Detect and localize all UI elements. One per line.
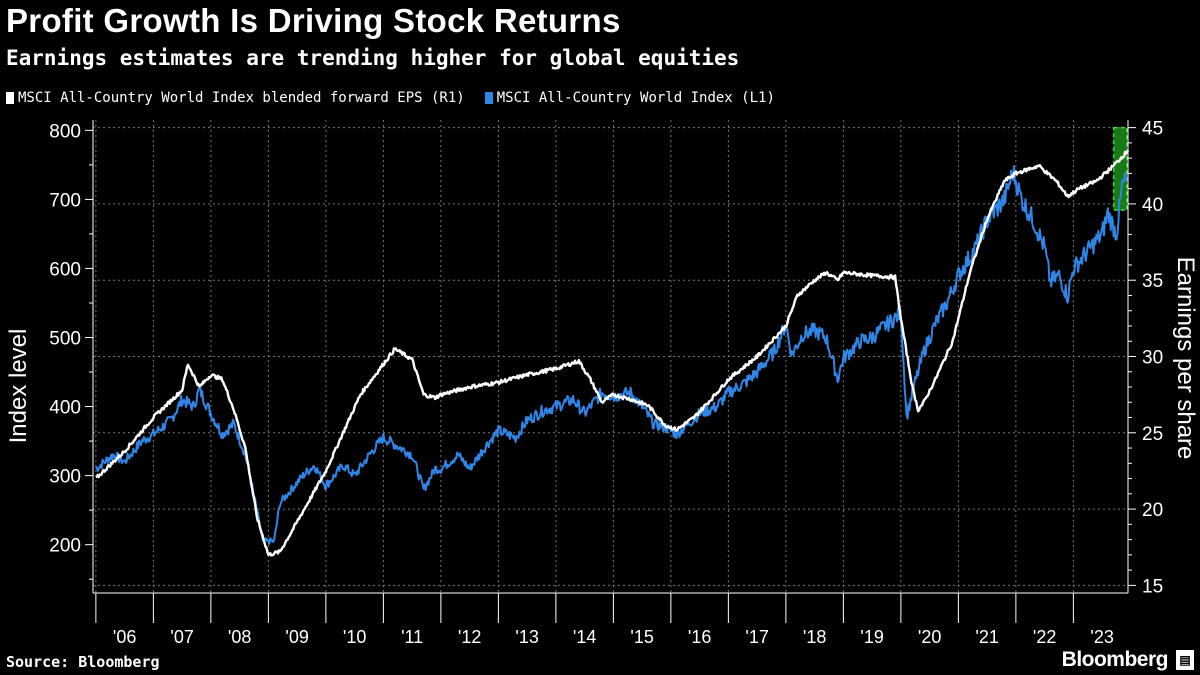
left-tick-label: 800 (49, 121, 81, 142)
left-tick-label: 300 (49, 467, 81, 488)
axes: 200 300 400 500 600 700 800 15 20 25 30 35 40 45 '06 '0… (49, 119, 1163, 647)
right-tick-label: 30 (1142, 348, 1163, 369)
legend-swatch-eps (6, 92, 14, 104)
x-tick-label: '16 (688, 627, 711, 647)
right-tick-label: 45 (1142, 119, 1163, 140)
x-tick-label: '20 (918, 627, 941, 647)
left-tick-label: 700 (49, 190, 81, 211)
series-line-index (95, 165, 1128, 545)
right-tick-label: 20 (1142, 500, 1163, 521)
brand-logo: Bloomberg (1061, 648, 1169, 671)
left-axis-label: Index level (5, 329, 32, 444)
chart-title: Profit Growth Is Driving Stock Returns (6, 2, 621, 39)
legend-swatch-index (484, 92, 493, 104)
x-tick-label: '21 (975, 627, 998, 647)
legend: MSCI All-Country World Index blended for… (6, 90, 775, 106)
x-tick-label: '15 (630, 627, 653, 647)
x-tick-label: '08 (228, 627, 251, 647)
left-tick-label: 200 (49, 536, 81, 557)
x-tick-label: '09 (285, 627, 308, 647)
x-tick-label: '11 (401, 627, 423, 647)
x-tick-label: '07 (170, 627, 193, 647)
left-tick-label: 500 (49, 329, 81, 350)
source-note: Source: Bloomberg (6, 653, 160, 671)
chart-subtitle: Earnings estimates are trending higher f… (6, 46, 740, 70)
legend-label-index: MSCI All-Country World Index (L1) (496, 90, 775, 106)
right-tick-label: 15 (1142, 576, 1163, 597)
series-lines (95, 149, 1130, 557)
x-tick-label: '14 (573, 627, 596, 647)
x-tick-label: '06 (113, 627, 136, 647)
left-tick-label: 600 (49, 259, 81, 280)
legend-item-index: MSCI All-Country World Index (L1) (484, 90, 775, 106)
x-tick-label: '18 (803, 627, 826, 647)
x-tick-label: '13 (515, 627, 538, 647)
x-tick-label: '10 (343, 627, 366, 647)
right-tick-label: 25 (1142, 424, 1163, 445)
series-line-eps (95, 149, 1130, 557)
x-tick-label: '22 (1033, 627, 1056, 647)
bloomberg-icon: ▤ (1176, 650, 1194, 670)
grid (93, 120, 1128, 593)
x-tick-label: '12 (458, 627, 481, 647)
legend-label-eps: MSCI All-Country World Index blended for… (18, 90, 465, 106)
x-tick-label: '17 (745, 627, 768, 647)
legend-item-eps: MSCI All-Country World Index blended for… (6, 90, 465, 106)
right-axis-label: Earnings per share (1172, 257, 1199, 460)
right-tick-label: 40 (1142, 195, 1163, 216)
right-tick-label: 35 (1142, 271, 1163, 292)
x-tick-label: '23 (1090, 627, 1113, 647)
highlight-box (1112, 126, 1128, 211)
left-tick-label: 400 (49, 398, 81, 419)
x-tick-label: '19 (860, 627, 883, 647)
